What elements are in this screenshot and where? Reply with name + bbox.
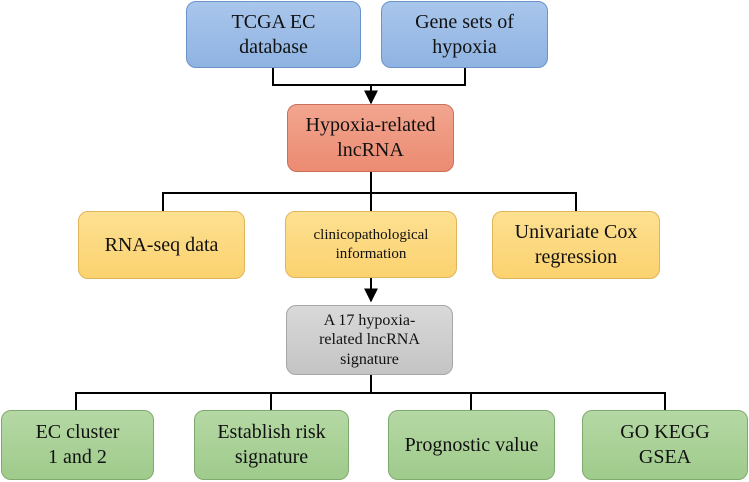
node-hypoxia-related-lncrna: Hypoxia-related lncRNA bbox=[287, 104, 454, 172]
node-gokegg-label: GO KEGG GSEA bbox=[620, 421, 710, 468]
node-go-kegg-gsea: GO KEGG GSEA bbox=[582, 410, 748, 480]
node-clinico-label: clinicopathological information bbox=[313, 226, 429, 262]
node-gene-sets-hypoxia: Gene sets of hypoxia bbox=[381, 1, 548, 68]
node-tcga-label: TCGA EC database bbox=[231, 10, 316, 58]
node-prognostic-value: Prognostic value bbox=[388, 410, 555, 480]
node-signature-label: A 17 hypoxia- related lncRNA signature bbox=[319, 312, 420, 368]
node-univariate-label: Univariate Cox regression bbox=[514, 221, 638, 268]
node-clinicopathological-information: clinicopathological information bbox=[285, 211, 457, 278]
node-ec-cluster: EC cluster 1 and 2 bbox=[1, 410, 154, 480]
node-genesets-label: Gene sets of hypoxia bbox=[415, 10, 514, 58]
node-rnaseq-label: RNA-seq data bbox=[104, 233, 219, 256]
node-establish-risk-signature: Establish risk signature bbox=[194, 410, 349, 480]
node-hypoxia-lncrna-label: Hypoxia-related lncRNA bbox=[305, 114, 436, 161]
node-prognostic-label: Prognostic value bbox=[404, 433, 539, 456]
node-univariate-cox-regression: Univariate Cox regression bbox=[492, 211, 660, 279]
node-risk-label: Establish risk signature bbox=[217, 421, 326, 468]
node-17-hypoxia-lncrna-signature: A 17 hypoxia- related lncRNA signature bbox=[286, 305, 453, 375]
node-rna-seq-data: RNA-seq data bbox=[78, 211, 245, 279]
node-tcga-ec-database: TCGA EC database bbox=[186, 1, 361, 68]
node-cluster-label: EC cluster 1 and 2 bbox=[35, 421, 120, 468]
